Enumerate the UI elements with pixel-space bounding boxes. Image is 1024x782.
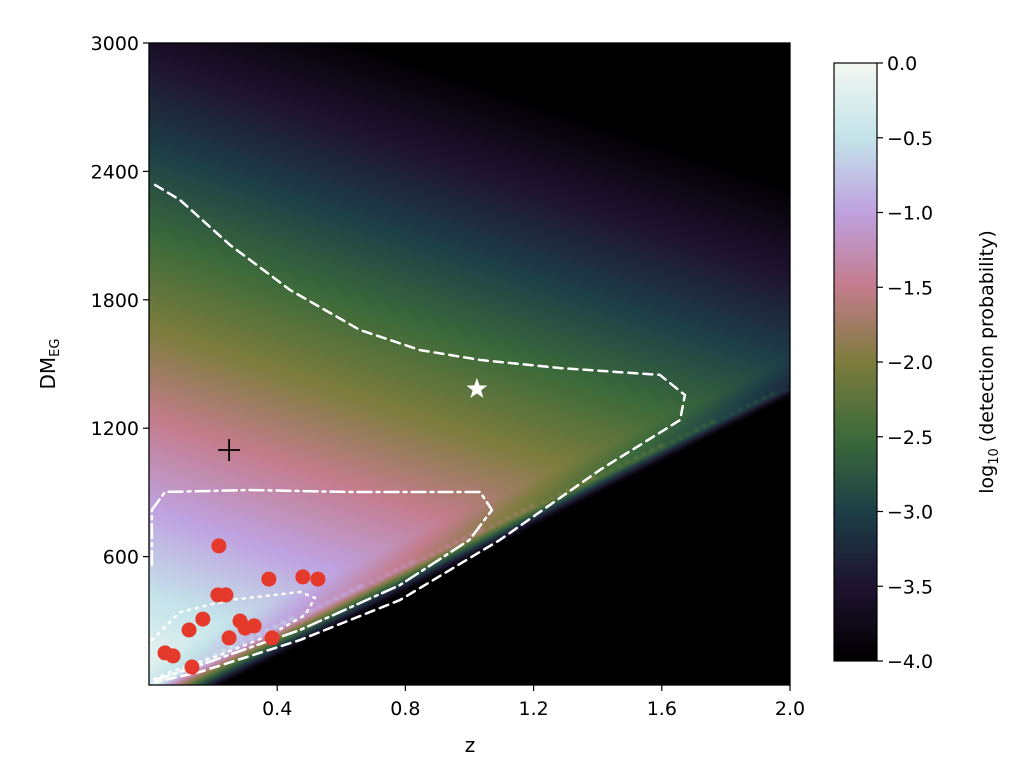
- scatter-point: [264, 630, 280, 646]
- scatter-point: [184, 659, 200, 675]
- plot-frame: [148, 42, 791, 686]
- y-axis-ticks: 600 1200 1800 2400 3000: [91, 33, 149, 569]
- scatter-point: [218, 587, 234, 603]
- x-axis-ticks: 0.4 0.8 1.2 1.6 2.0: [262, 685, 805, 720]
- y-tick-label: 1200: [91, 418, 139, 440]
- colorbar-ticks: 0.0 −0.5 −1.0 −1.5 −2.0 −2.5 −3.0 −3.5 −4.0: [877, 53, 933, 673]
- y-tick-label: 3000: [91, 33, 139, 55]
- contour-dashed: [153, 183, 687, 684]
- scatter-point: [221, 630, 237, 646]
- colorbar-label: log10 (detection probability): [976, 230, 1002, 494]
- scatter-point: [195, 611, 211, 627]
- y-tick-label: 1800: [91, 290, 139, 312]
- colorbar-gradient: [834, 63, 877, 661]
- colorbar-tick-label: −1.0: [887, 203, 933, 225]
- colorbar-tick-label: −4.0: [887, 651, 933, 673]
- contour-lines: [150, 183, 687, 684]
- star-marker: [466, 378, 488, 398]
- colorbar-tick-label: −2.0: [887, 352, 933, 374]
- colorbar-tick-label: −1.5: [887, 277, 933, 299]
- scatter-point: [261, 571, 277, 587]
- scatter-points: [157, 538, 326, 675]
- scatter-point: [295, 569, 311, 585]
- contour-dash-dot: [150, 488, 494, 682]
- scatter-point: [246, 618, 262, 634]
- x-tick-label: 0.8: [390, 698, 420, 720]
- contour-dotted: [150, 590, 317, 682]
- scatter-point: [181, 622, 197, 638]
- x-tick-label: 1.6: [647, 698, 677, 720]
- colorbar-tick-label: −2.5: [887, 427, 933, 449]
- colorbar-label-prefix: log: [976, 465, 998, 494]
- y-tick-label: 2400: [91, 161, 139, 183]
- colorbar-tick-label: −0.5: [887, 128, 933, 150]
- x-axis-label: z: [465, 733, 476, 757]
- probability-heatmap: [149, 43, 790, 685]
- colorbar-label-sub: 10: [987, 448, 1002, 465]
- y-axis-label: DMEG: [36, 339, 63, 390]
- colorbar-tick-label: −3.0: [887, 502, 933, 524]
- colorbar-label-suffix: (detection probability): [976, 230, 998, 448]
- colorbar-tick-label: −3.5: [887, 576, 933, 598]
- colorbar-tick-label: 0.0: [887, 53, 917, 75]
- special-markers: [218, 378, 488, 462]
- colorbar-frame: [833, 62, 878, 662]
- y-tick-label: 600: [103, 547, 139, 569]
- y-axis-label-main: DM: [36, 357, 60, 390]
- y-axis-label-sub: EG: [48, 339, 63, 357]
- plus-marker: [218, 439, 241, 462]
- x-tick-label: 2.0: [775, 698, 805, 720]
- scatter-point: [165, 648, 181, 664]
- x-tick-label: 1.2: [518, 698, 548, 720]
- x-tick-label: 0.4: [262, 698, 292, 720]
- scatter-point: [310, 571, 326, 587]
- scatter-point: [211, 538, 227, 554]
